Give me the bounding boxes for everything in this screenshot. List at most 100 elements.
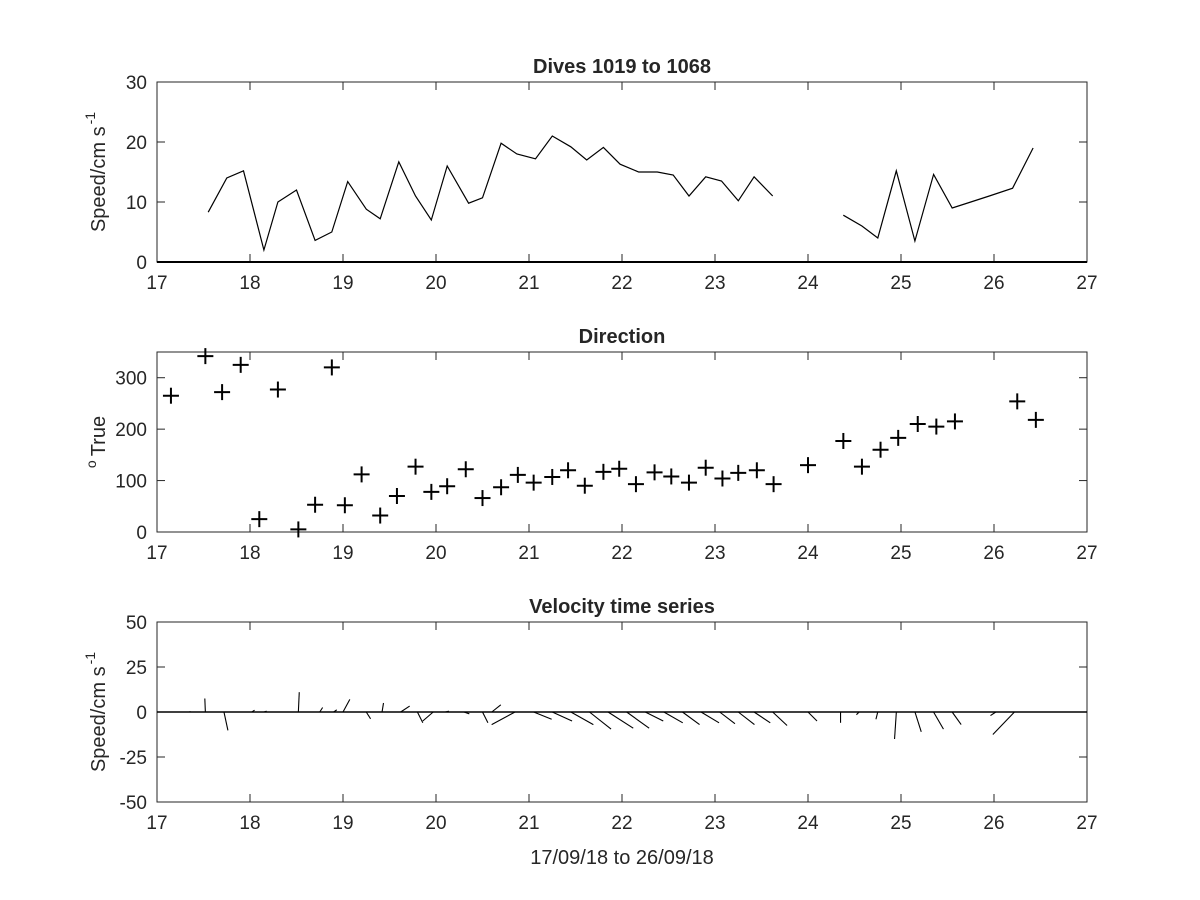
- y-axis-label: Speed/cm s-1: [82, 112, 110, 232]
- x-tick-label: 19: [332, 273, 353, 294]
- x-tick-label: 17: [146, 543, 167, 564]
- velocity-stick: [491, 711, 516, 726]
- direction-point: [890, 429, 907, 446]
- velocity-stick: [626, 711, 650, 729]
- direction-point: [525, 474, 542, 491]
- speed-series-line: [842, 147, 1034, 244]
- x-tick-label: 17: [146, 813, 167, 834]
- y-tick-label: 0: [136, 253, 147, 274]
- x-tick-label: 20: [425, 543, 446, 564]
- y-tick-label: 20: [126, 133, 147, 154]
- x-tick-label: 22: [611, 543, 632, 564]
- panel-title: Direction: [579, 326, 666, 348]
- direction-point: [407, 458, 424, 475]
- direction-point: [323, 359, 340, 376]
- velocity-stick: [737, 711, 755, 726]
- velocity-stick: [914, 711, 922, 732]
- direction-point: [457, 461, 474, 478]
- direction-point: [232, 356, 249, 373]
- direction-point: [800, 457, 816, 474]
- direction-point: [765, 476, 782, 493]
- y-tick-label: 10: [126, 193, 147, 214]
- direction-point: [748, 462, 765, 479]
- x-tick-label: 25: [890, 273, 911, 294]
- y-axis-label-sup: -1: [82, 112, 98, 125]
- velocity-stick: [204, 698, 206, 713]
- direction-point: [872, 441, 889, 458]
- x-axis-label: 17/09/18 to 26/09/18: [530, 847, 714, 869]
- velocity-stick: [416, 711, 424, 724]
- direction-point: [663, 468, 680, 485]
- x-tick-label: 19: [332, 543, 353, 564]
- velocity-stick: [990, 711, 997, 717]
- direction-point: [544, 468, 561, 485]
- y-tick-label: 25: [126, 658, 147, 679]
- direction-point: [928, 418, 945, 435]
- y-tick-label: 300: [115, 369, 147, 390]
- direction-point: [714, 470, 731, 487]
- velocity-stick: [533, 711, 552, 720]
- x-tick-label: 23: [704, 813, 725, 834]
- velocity-panel: 17 18 19 20 21 22 23 24 25 26 27 -50 -25 0 25 50 Velocit…: [82, 596, 1098, 869]
- x-tick-label: 19: [332, 813, 353, 834]
- y-tick-label: -25: [120, 748, 147, 769]
- y-tick-label: -50: [120, 793, 147, 814]
- direction-point: [697, 459, 714, 476]
- velocity-stick: [552, 711, 573, 722]
- velocity-stick: [365, 711, 372, 720]
- x-tick-label: 24: [797, 813, 819, 834]
- y-axis-label-text: Speed/cm s: [88, 126, 110, 232]
- velocity-stick: [589, 711, 612, 730]
- velocity-stick: [570, 711, 594, 726]
- direction-point: [611, 460, 628, 477]
- x-tick-label: 18: [239, 543, 260, 564]
- direction-point: [290, 521, 307, 538]
- velocity-stick: [700, 711, 720, 724]
- velocity-stick: [856, 711, 860, 716]
- direction-point: [388, 488, 405, 504]
- panel-title: Dives 1019 to 1068: [533, 56, 711, 78]
- direction-point: [439, 478, 456, 495]
- x-tick-label: 21: [518, 273, 539, 294]
- velocity-stick: [263, 710, 267, 713]
- direction-point: [853, 458, 870, 475]
- velocity-stick: [189, 710, 191, 713]
- x-tick-label: 20: [425, 813, 446, 834]
- velocity-stick: [933, 711, 944, 730]
- velocity-stick: [682, 711, 700, 726]
- direction-point: [336, 497, 353, 514]
- velocity-stick: [645, 711, 664, 722]
- direction-point: [162, 387, 179, 404]
- y-axis-label-text: True: [88, 416, 110, 456]
- velocity-stick: [463, 711, 470, 715]
- speed-panel: 17 18 19 20 21 22 23 24 25 26 27 0 10 20 30 Dives 1019 …: [82, 56, 1098, 294]
- velocity-stick: [400, 705, 410, 713]
- y-tick-label: 50: [126, 613, 147, 634]
- direction-point: [353, 466, 370, 483]
- x-tick-label: 27: [1076, 543, 1097, 564]
- x-tick-label: 23: [704, 543, 725, 564]
- y-tick-label: 100: [115, 472, 147, 493]
- y-axis-label-sup: -1: [82, 652, 98, 665]
- x-tick-label: 24: [797, 543, 819, 564]
- direction-point: [576, 477, 593, 494]
- direction-point: [1027, 411, 1044, 428]
- velocity-stick: [663, 711, 684, 724]
- direction-point: [509, 466, 526, 483]
- direction-point: [595, 463, 612, 480]
- x-tick-label: 25: [890, 813, 911, 834]
- velocity-stick: [342, 699, 351, 713]
- velocity-stick: [607, 711, 634, 729]
- velocity-stick: [223, 711, 229, 731]
- direction-point: [646, 464, 663, 481]
- direction-point: [423, 483, 440, 500]
- x-tick-label: 21: [518, 543, 539, 564]
- velocity-stick: [753, 711, 771, 724]
- direction-point: [269, 381, 286, 398]
- velocity-stick: [875, 711, 879, 720]
- y-tick-label: 200: [115, 420, 147, 441]
- y-axis-label: Speed/cm s-1: [82, 652, 110, 772]
- speed-series-line: [207, 135, 774, 253]
- direction-point: [197, 348, 214, 365]
